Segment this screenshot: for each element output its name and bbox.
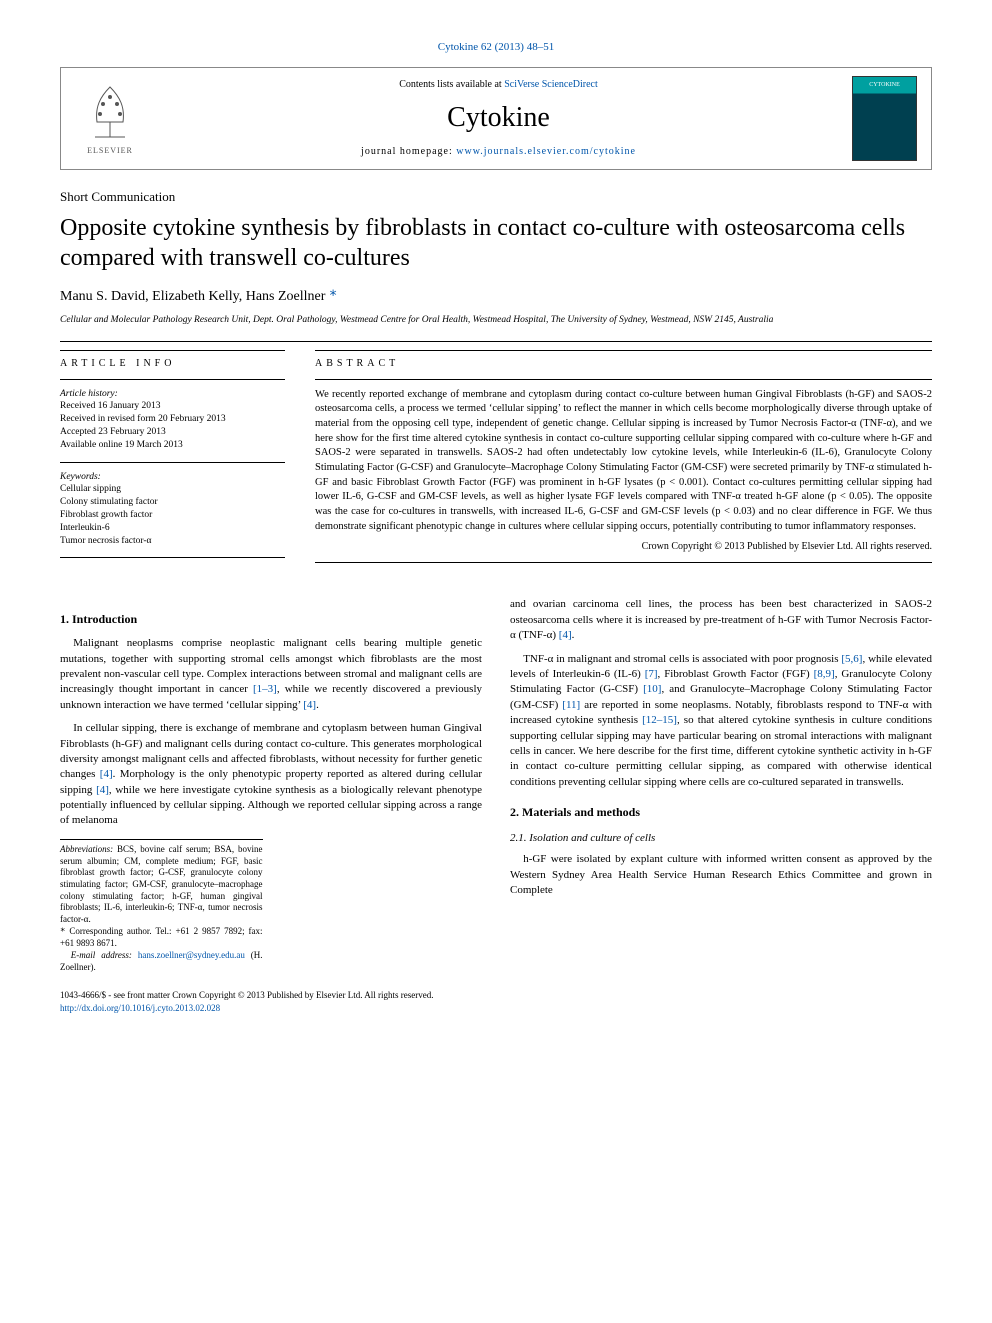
body-paragraph: In cellular sipping, there is exchange o… [60, 721, 482, 829]
divider [60, 379, 285, 380]
citation-link[interactable]: [7] [645, 668, 658, 680]
journal-cover-thumb: CYTOKINE [852, 76, 917, 161]
citation-link[interactable]: [4] [100, 768, 113, 780]
keyword: Tumor necrosis factor-α [60, 536, 152, 546]
keyword: Cellular sipping [60, 484, 121, 494]
divider [315, 562, 932, 563]
abbrev-label: Abbreviations: [60, 844, 113, 854]
journal-citation-link[interactable]: Cytokine 62 (2013) 48–51 [438, 41, 554, 53]
article-history: Article history: Received 16 January 201… [60, 388, 285, 452]
abbreviations-footnote: Abbreviations: BCS, bovine calf serum; B… [60, 844, 263, 926]
journal-header: ELSEVIER Contents lists available at Sci… [60, 67, 932, 170]
history-line: Received 16 January 2013 [60, 401, 161, 411]
abbrev-text: BCS, bovine calf serum; BSA, bovine seru… [60, 844, 263, 924]
methods-subheading: 2.1. Isolation and culture of cells [510, 831, 932, 846]
page-footer: 1043-4666/$ - see front matter Crown Cop… [60, 989, 932, 1014]
article-title: Opposite cytokine synthesis by fibroblas… [60, 213, 932, 273]
history-line: Received in revised form 20 February 201… [60, 414, 226, 424]
header-center: Contents lists available at SciVerse Sci… [145, 78, 852, 159]
citation-link[interactable]: [1–3] [253, 683, 277, 695]
elsevier-tree-icon [85, 82, 135, 142]
keywords-block: Keywords: Cellular sipping Colony stimul… [60, 471, 285, 559]
citation-link[interactable]: [11] [562, 699, 580, 711]
body-paragraph: Malignant neoplasms comprise neoplastic … [60, 636, 482, 713]
corr-text: Corresponding author. Tel.: +61 2 9857 7… [60, 926, 263, 949]
keyword: Interleukin-6 [60, 523, 110, 533]
author-list: Manu S. David, Elizabeth Kelly, Hans Zoe… [60, 287, 932, 307]
contents-line: Contents lists available at SciVerse Sci… [145, 78, 852, 92]
publisher-name: ELSEVIER [87, 145, 133, 156]
corresponding-footnote: * Corresponding author. Tel.: +61 2 9857… [60, 926, 263, 950]
body-paragraph: h-GF were isolated by explant culture wi… [510, 852, 932, 898]
body-text: TNF-α in malignant and stromal cells is … [523, 653, 841, 665]
article-info-heading: ARTICLE INFO [60, 350, 285, 371]
journal-name: Cytokine [145, 98, 852, 137]
front-matter-line: 1043-4666/$ - see front matter Crown Cop… [60, 990, 434, 1000]
homepage-line: journal homepage: www.journals.elsevier.… [145, 145, 852, 159]
methods-heading: 2. Materials and methods [510, 804, 932, 821]
journal-citation: Cytokine 62 (2013) 48–51 [60, 40, 932, 55]
history-label: Article history: [60, 389, 118, 399]
citation-link[interactable]: [4] [96, 784, 109, 796]
citation-link[interactable]: [4] [559, 629, 572, 641]
homepage-prefix: journal homepage: [361, 146, 456, 157]
divider [60, 462, 285, 463]
keywords-label: Keywords: [60, 472, 101, 482]
cover-label: CYTOKINE [869, 81, 900, 89]
article-info-column: ARTICLE INFO Article history: Received 1… [60, 350, 285, 572]
body-text: . [316, 699, 319, 711]
author-affiliation: Cellular and Molecular Pathology Researc… [60, 314, 932, 326]
article-type: Short Communication [60, 188, 932, 206]
history-line: Available online 19 March 2013 [60, 440, 183, 450]
sciencedirect-link[interactable]: SciVerse ScienceDirect [504, 79, 598, 90]
body-text: , while we here investigate cytokine syn… [60, 784, 482, 827]
divider [60, 341, 932, 342]
journal-homepage-link[interactable]: www.journals.elsevier.com/cytokine [456, 146, 636, 157]
body-text: , Fibroblast Growth Factor (FGF) [658, 668, 814, 680]
corresponding-author-marker[interactable]: * [329, 288, 337, 304]
email-label: E-mail address: [71, 950, 132, 960]
citation-link[interactable]: [12–15] [642, 714, 677, 726]
abstract-text: We recently reported exchange of membran… [315, 388, 932, 535]
body-text: . [572, 629, 575, 641]
abstract-heading: ABSTRACT [315, 350, 932, 371]
doi-link[interactable]: http://dx.doi.org/10.1016/j.cyto.2013.02… [60, 1003, 220, 1013]
abstract-copyright: Crown Copyright © 2013 Published by Else… [315, 540, 932, 554]
body-paragraph: TNF-α in malignant and stromal cells is … [510, 652, 932, 791]
email-link[interactable]: hans.zoellner@sydney.edu.au [138, 950, 245, 960]
citation-link[interactable]: [5,6] [841, 653, 862, 665]
authors-text: Manu S. David, Elizabeth Kelly, Hans Zoe… [60, 289, 325, 304]
article-body: 1. Introduction Malignant neoplasms comp… [60, 597, 932, 973]
divider [315, 379, 932, 380]
intro-heading: 1. Introduction [60, 611, 482, 628]
email-footnote: E-mail address: hans.zoellner@sydney.edu… [60, 950, 263, 973]
body-paragraph: and ovarian carcinoma cell lines, the pr… [510, 597, 932, 643]
contents-prefix: Contents lists available at [399, 79, 504, 90]
abstract-column: ABSTRACT We recently reported exchange o… [315, 350, 932, 572]
citation-link[interactable]: [4] [303, 699, 316, 711]
footnote-block: Abbreviations: BCS, bovine calf serum; B… [60, 839, 263, 974]
meta-abstract-row: ARTICLE INFO Article history: Received 1… [60, 350, 932, 572]
citation-link[interactable]: [8,9] [814, 668, 835, 680]
history-line: Accepted 23 February 2013 [60, 427, 166, 437]
keyword: Fibroblast growth factor [60, 510, 152, 520]
keyword: Colony stimulating factor [60, 497, 158, 507]
citation-link[interactable]: [10] [643, 683, 661, 695]
publisher-logo: ELSEVIER [75, 79, 145, 159]
